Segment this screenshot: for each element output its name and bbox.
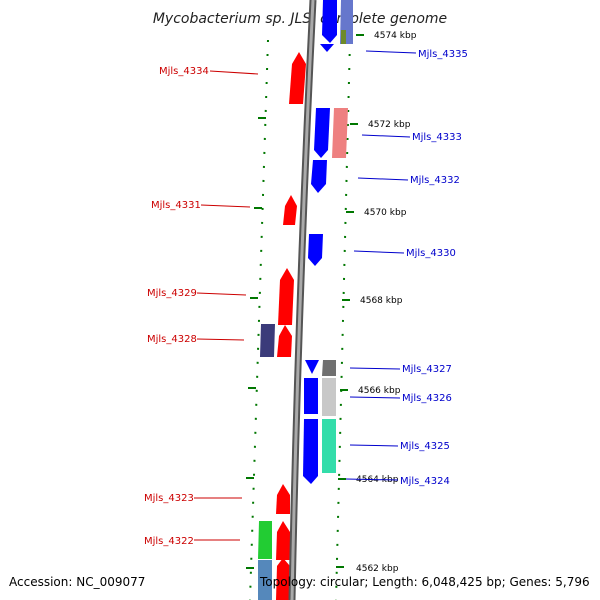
left-gene-labels: Mjls_4334 Mjls_4331 Mjls_4329 Mjls_4328 … [144, 66, 259, 547]
accession-text: Accession: NC_009077 [9, 575, 146, 589]
gene-label-mjls-4323[interactable]: Mjls_4323 [144, 493, 194, 504]
gene-mjls-4331[interactable] [283, 195, 297, 225]
gene-track [258, 0, 353, 600]
gene-mjls-4329[interactable] [278, 268, 294, 325]
gene-mjls-4325[interactable] [303, 419, 318, 484]
gene-mjls-4322[interactable] [276, 521, 290, 560]
gene-label-mjls-4325[interactable]: Mjls_4325 [400, 441, 450, 452]
gene-mjls-4332[interactable] [311, 160, 327, 193]
gene-mjls-4333[interactable] [314, 108, 330, 158]
gene-mjls-4328-hit [260, 324, 275, 357]
gene-label-mjls-4326[interactable]: Mjls_4326 [402, 393, 452, 404]
ruler-label: 4574 kbp [374, 31, 417, 41]
ruler-label: 4570 kbp [364, 208, 407, 218]
gene-label-mjls-4324[interactable]: Mjls_4324 [400, 476, 450, 487]
gene-label-mjls-4329[interactable]: Mjls_4329 [147, 288, 197, 299]
ruler-label: 4572 kbp [368, 120, 411, 130]
gene-label-mjls-4335[interactable]: Mjls_4335 [418, 49, 468, 60]
gene-mjls-4333-hit [332, 108, 348, 158]
gene-mjls-4323[interactable] [276, 484, 290, 514]
gene-label-mjls-4330[interactable]: Mjls_4330 [406, 248, 456, 259]
ruler-label: 4566 kbp [358, 386, 401, 396]
gene-mjls-4327-hit [322, 360, 336, 376]
gene-label-mjls-4327[interactable]: Mjls_4327 [402, 364, 452, 375]
gene-label-mjls-4334[interactable]: Mjls_4334 [159, 66, 209, 77]
gene-mjls-4330[interactable] [308, 234, 323, 266]
gene-label-mjls-4333[interactable]: Mjls_4333 [412, 132, 462, 143]
gene-mjls-4335-top [322, 0, 337, 43]
gene-label-mjls-4328[interactable]: Mjls_4328 [147, 334, 197, 345]
gene-mjls-4326-hit [322, 378, 336, 416]
ruler-label: 4568 kbp [360, 296, 403, 306]
gene-mjls-4326[interactable] [304, 378, 318, 414]
gene-label-mjls-4322[interactable]: Mjls_4322 [144, 536, 194, 547]
map-title: Mycobacterium sp. JLS, complete genome [153, 11, 447, 27]
gene-label-mjls-4331[interactable]: Mjls_4331 [151, 200, 201, 211]
topology-text: Topology: circular; Length: 6,048,425 bp… [260, 575, 590, 589]
gene-mjls-4322-next [276, 558, 290, 600]
gene-label-mjls-4332[interactable]: Mjls_4332 [410, 175, 460, 186]
gene-mjls-4325-hit [322, 419, 336, 473]
gene-mjls-4328[interactable] [277, 325, 292, 357]
gene-mjls-4327[interactable] [305, 360, 319, 374]
gene-mjls-4334[interactable] [289, 52, 306, 104]
gene-mjls-4335-hit2 [341, 30, 346, 44]
gene-mjls-4322-hit [258, 521, 272, 559]
right-gene-labels: Mjls_4335 Mjls_4333 Mjls_4332 Mjls_4330 … [345, 49, 468, 487]
gene-mjls-4322-hit2 [258, 560, 272, 600]
gene-mjls-4335[interactable] [320, 44, 334, 52]
ruler-label: 4562 kbp [356, 564, 399, 574]
kbp-ruler: 4574 kbp 4572 kbp 4570 kbp 4568 kbp 4566… [246, 31, 417, 574]
guide-tracks [249, 39, 351, 600]
